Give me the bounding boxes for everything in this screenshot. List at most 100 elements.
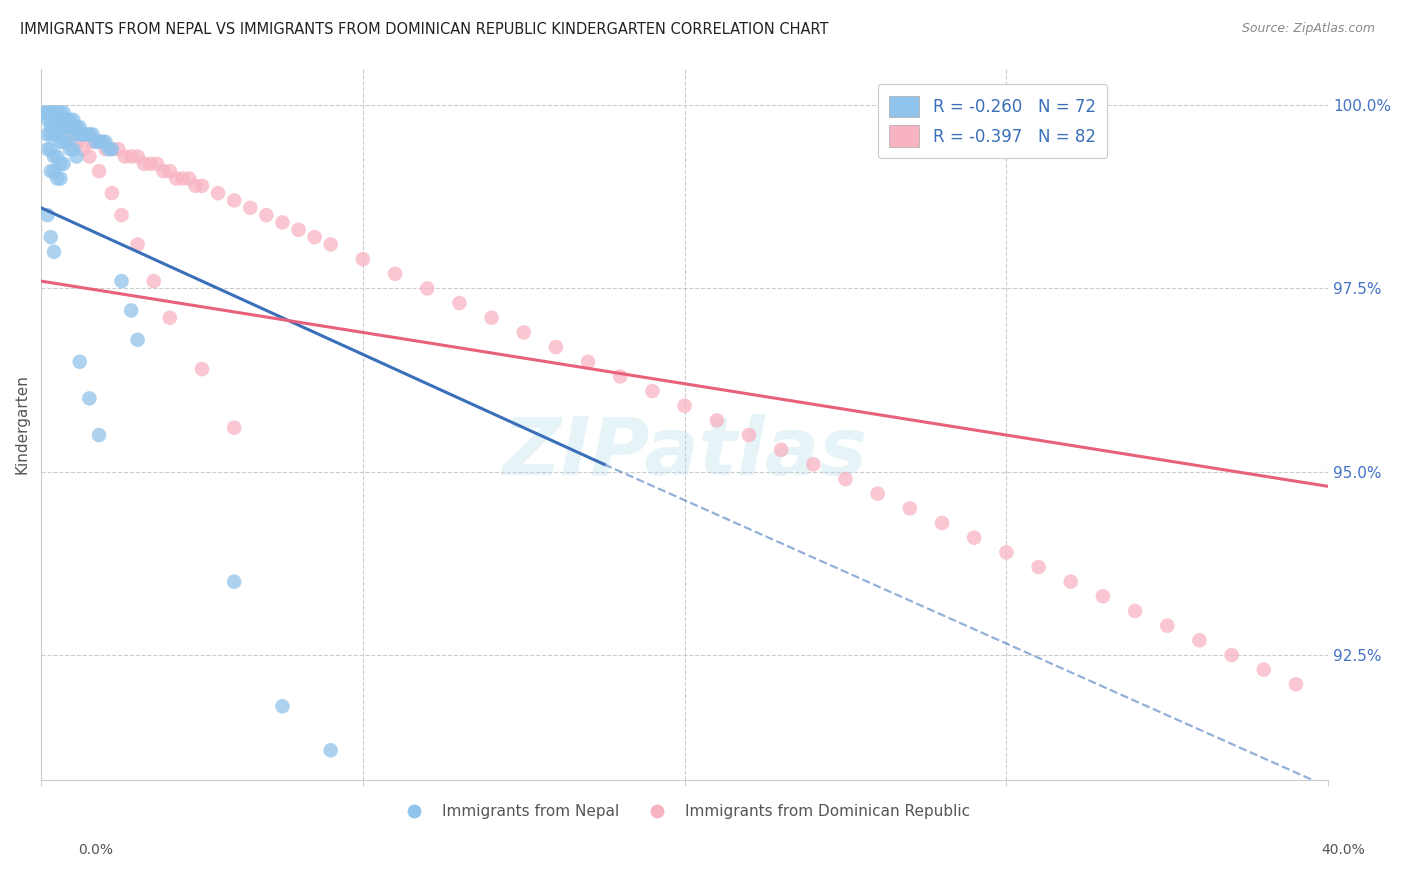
Point xyxy=(72,128,94,142)
Point xyxy=(449,296,471,310)
Point xyxy=(49,120,72,135)
Point xyxy=(69,128,91,142)
Point xyxy=(84,135,107,149)
Point xyxy=(62,120,84,135)
Point xyxy=(46,171,69,186)
Point xyxy=(52,157,75,171)
Point xyxy=(65,128,87,142)
Point xyxy=(59,120,82,135)
Point xyxy=(224,421,246,435)
Point xyxy=(59,120,82,135)
Point xyxy=(87,428,110,442)
Point xyxy=(87,164,110,178)
Point xyxy=(39,128,62,142)
Point xyxy=(995,545,1018,559)
Point xyxy=(544,340,567,354)
Point xyxy=(46,105,69,120)
Point xyxy=(352,252,374,266)
Point xyxy=(127,333,149,347)
Point xyxy=(52,112,75,127)
Point xyxy=(179,171,201,186)
Point xyxy=(42,120,65,135)
Point xyxy=(207,186,229,201)
Point xyxy=(39,142,62,156)
Text: 0.0%: 0.0% xyxy=(79,843,112,857)
Point xyxy=(46,112,69,127)
Point xyxy=(79,128,101,142)
Point xyxy=(172,171,194,186)
Point xyxy=(62,142,84,156)
Point xyxy=(224,194,246,208)
Point xyxy=(39,230,62,244)
Point xyxy=(79,392,101,406)
Point xyxy=(39,120,62,135)
Point xyxy=(110,274,132,288)
Point xyxy=(319,743,342,757)
Y-axis label: Kindergarten: Kindergarten xyxy=(15,374,30,474)
Point xyxy=(1220,648,1243,662)
Point xyxy=(127,237,149,252)
Point xyxy=(609,369,631,384)
Point xyxy=(79,149,101,163)
Point xyxy=(52,120,75,135)
Point xyxy=(94,142,117,156)
Text: 40.0%: 40.0% xyxy=(1320,843,1365,857)
Point xyxy=(49,135,72,149)
Point xyxy=(287,223,309,237)
Point xyxy=(963,531,986,545)
Point xyxy=(39,112,62,127)
Text: IMMIGRANTS FROM NEPAL VS IMMIGRANTS FROM DOMINICAN REPUBLIC KINDERGARTEN CORRELA: IMMIGRANTS FROM NEPAL VS IMMIGRANTS FROM… xyxy=(20,22,828,37)
Point xyxy=(84,135,107,149)
Point xyxy=(69,355,91,369)
Point xyxy=(42,149,65,163)
Point xyxy=(866,486,889,500)
Point xyxy=(738,428,761,442)
Point xyxy=(46,149,69,163)
Point xyxy=(49,128,72,142)
Point xyxy=(146,157,169,171)
Point xyxy=(254,208,277,222)
Point xyxy=(65,120,87,135)
Point xyxy=(271,699,294,714)
Point xyxy=(706,413,728,427)
Point xyxy=(107,142,129,156)
Point xyxy=(319,237,342,252)
Point xyxy=(1060,574,1083,589)
Point xyxy=(304,230,326,244)
Point xyxy=(101,142,124,156)
Point xyxy=(52,105,75,120)
Point xyxy=(37,112,59,127)
Point xyxy=(142,274,165,288)
Point xyxy=(49,171,72,186)
Point xyxy=(97,142,120,156)
Point xyxy=(384,267,406,281)
Point xyxy=(1091,590,1114,604)
Point xyxy=(59,128,82,142)
Point xyxy=(52,112,75,127)
Point xyxy=(91,135,114,149)
Point xyxy=(132,157,155,171)
Point xyxy=(191,362,214,376)
Point xyxy=(139,157,162,171)
Point xyxy=(46,120,69,135)
Point xyxy=(165,171,187,186)
Point xyxy=(271,215,294,229)
Text: Source: ZipAtlas.com: Source: ZipAtlas.com xyxy=(1241,22,1375,36)
Point xyxy=(65,135,87,149)
Point xyxy=(37,105,59,120)
Point xyxy=(37,142,59,156)
Point xyxy=(82,128,104,142)
Point xyxy=(69,120,91,135)
Point xyxy=(159,310,181,325)
Point xyxy=(72,128,94,142)
Point xyxy=(56,135,79,149)
Point xyxy=(69,128,91,142)
Point xyxy=(34,105,56,120)
Point xyxy=(79,128,101,142)
Point xyxy=(239,201,262,215)
Point xyxy=(1028,560,1050,574)
Point xyxy=(52,120,75,135)
Point xyxy=(56,112,79,127)
Point xyxy=(898,501,921,516)
Point xyxy=(120,303,142,318)
